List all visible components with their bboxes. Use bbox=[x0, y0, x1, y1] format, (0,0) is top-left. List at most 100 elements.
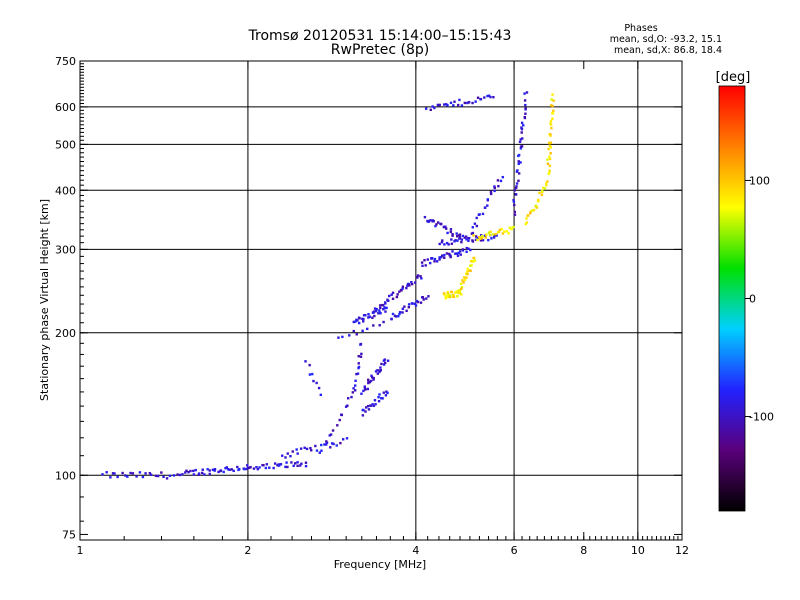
echo-point bbox=[329, 433, 333, 436]
echo-point bbox=[445, 227, 448, 230]
echo-point bbox=[360, 352, 363, 356]
echo-point bbox=[192, 473, 196, 476]
echo-point bbox=[478, 237, 482, 240]
echo-point bbox=[474, 238, 478, 241]
echo-point bbox=[366, 404, 370, 408]
echo-point bbox=[206, 468, 209, 471]
echo-point bbox=[481, 235, 484, 238]
echo-point bbox=[443, 256, 446, 259]
echo-point bbox=[249, 465, 252, 469]
echo-point bbox=[401, 285, 405, 288]
echo-point bbox=[211, 468, 215, 471]
echo-point bbox=[378, 370, 381, 374]
echo-point bbox=[429, 108, 432, 112]
echo-point bbox=[403, 305, 406, 308]
echo-point bbox=[192, 469, 195, 473]
echo-point bbox=[368, 315, 371, 318]
echo-point bbox=[474, 100, 477, 103]
echo-point bbox=[446, 292, 450, 295]
echo-point bbox=[547, 172, 551, 176]
echo-point bbox=[545, 183, 548, 187]
echo-point bbox=[537, 199, 540, 203]
colorbar-tick-label: -100 bbox=[749, 411, 774, 424]
echo-point bbox=[466, 101, 469, 105]
echo-point bbox=[461, 249, 465, 252]
echo-point bbox=[428, 261, 432, 265]
echo-point bbox=[456, 294, 459, 298]
echo-point bbox=[465, 235, 468, 238]
x-tick-label: 2 bbox=[244, 544, 251, 557]
echo-point bbox=[479, 239, 483, 242]
echo-point bbox=[476, 236, 479, 240]
echo-point bbox=[484, 236, 488, 239]
echo-point bbox=[398, 311, 402, 314]
echo-point bbox=[367, 316, 370, 319]
echo-point bbox=[525, 91, 529, 94]
echo-point bbox=[450, 242, 454, 245]
echo-point bbox=[373, 314, 376, 318]
echo-point bbox=[187, 471, 190, 474]
echo-point bbox=[364, 406, 368, 409]
echo-point bbox=[487, 231, 491, 234]
echo-point bbox=[111, 472, 115, 475]
echo-point bbox=[390, 317, 393, 321]
echo-point bbox=[549, 119, 553, 123]
echo-point bbox=[405, 309, 408, 312]
echo-point bbox=[429, 219, 432, 222]
echo-point bbox=[501, 232, 505, 235]
echo-point bbox=[381, 397, 384, 400]
echo-point bbox=[514, 186, 518, 190]
echo-point bbox=[466, 267, 469, 271]
echo-point bbox=[465, 246, 469, 250]
echo-point bbox=[372, 310, 376, 313]
echo-point bbox=[296, 464, 299, 468]
echo-point bbox=[456, 103, 460, 107]
x-axis-label: Frequency [MHz] bbox=[334, 558, 426, 571]
echo-point bbox=[364, 388, 367, 391]
echo-point bbox=[473, 259, 477, 262]
echo-point bbox=[446, 295, 449, 299]
echo-point bbox=[458, 290, 462, 294]
echo-point bbox=[213, 469, 216, 472]
echo-point bbox=[384, 394, 388, 397]
echo-point bbox=[474, 235, 478, 238]
echo-point bbox=[366, 327, 369, 331]
echo-point bbox=[475, 224, 479, 228]
echo-point bbox=[523, 116, 526, 119]
echo-point bbox=[489, 192, 493, 196]
echo-point bbox=[448, 294, 452, 297]
echo-point bbox=[505, 230, 509, 233]
echo-point bbox=[371, 316, 374, 319]
echo-point bbox=[453, 100, 456, 103]
echo-point bbox=[345, 437, 349, 440]
echo-point bbox=[449, 230, 453, 234]
y-tick-label: 75 bbox=[62, 528, 76, 541]
echo-point bbox=[546, 158, 549, 161]
echo-point bbox=[362, 314, 366, 317]
echo-point bbox=[527, 214, 530, 217]
echo-point bbox=[400, 289, 403, 292]
echo-point bbox=[422, 298, 425, 301]
echo-point bbox=[548, 155, 551, 158]
echo-point bbox=[446, 104, 449, 107]
echo-point bbox=[264, 466, 268, 470]
echo-point bbox=[523, 99, 527, 102]
echo-point bbox=[493, 185, 496, 188]
echo-point bbox=[255, 465, 258, 469]
echo-point bbox=[384, 310, 387, 313]
echo-point bbox=[466, 272, 469, 276]
echo-point bbox=[515, 185, 518, 188]
echo-point bbox=[291, 450, 294, 453]
echo-point bbox=[382, 363, 386, 366]
echo-point bbox=[243, 467, 246, 471]
echo-point bbox=[424, 107, 428, 110]
echo-point bbox=[457, 291, 460, 295]
echo-point bbox=[362, 320, 365, 323]
echo-point bbox=[340, 413, 344, 417]
echo-point bbox=[189, 469, 192, 473]
echo-point bbox=[552, 99, 555, 102]
echo-point bbox=[185, 469, 188, 472]
echo-point bbox=[426, 258, 429, 261]
echo-point bbox=[304, 461, 308, 464]
